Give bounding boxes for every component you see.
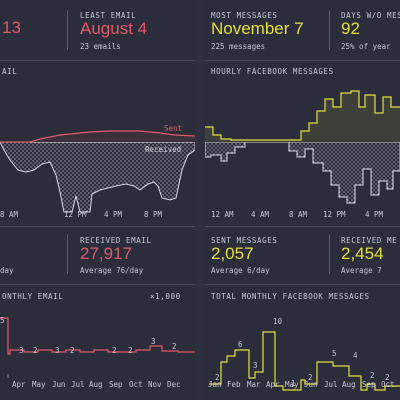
month-value: 3	[253, 361, 258, 370]
least-email-label: LEAST EMAIL	[80, 11, 137, 20]
month-tick: Oct	[129, 380, 143, 389]
month-tick: May	[285, 380, 299, 389]
monthly-email-chart: 5 3 2 3 2 2 2 3 2	[0, 316, 195, 378]
facebook-panel: MOST MESSAGES November 7 225 messages DA…	[205, 0, 400, 400]
days-without-sub: 25% of year	[341, 42, 391, 51]
hour-tick-12am: 12 AM	[211, 210, 234, 219]
month-value: 5	[0, 316, 5, 325]
month-value: 2	[215, 373, 220, 382]
section-divider	[205, 60, 400, 61]
section-divider	[0, 226, 195, 227]
month-value: 1	[291, 379, 296, 388]
section-divider	[0, 60, 195, 61]
days-without-label: DAYS W/O MESS	[341, 11, 400, 20]
stat-divider	[329, 234, 330, 274]
stat-divider	[67, 234, 68, 274]
received-messages-value: 2,454	[341, 244, 384, 263]
monthly-fb-line	[209, 331, 400, 391]
month-tick: Jul	[324, 380, 338, 389]
month-tick: Mar	[247, 380, 261, 389]
sent-email-line	[0, 130, 195, 143]
sent-legend: Sent	[164, 124, 182, 133]
hour-tick-8am: 8 AM	[289, 210, 308, 219]
monthly-facebook-label: TOTAL MONTHLY FACEBOOK MESSAGES	[211, 292, 370, 301]
month-value: 4	[353, 351, 358, 360]
hourly-facebook-label: HOURLY FACEBOOK MESSAGES	[211, 67, 334, 76]
multiplier-label: ×1,000	[150, 292, 181, 301]
month-value: 2	[385, 373, 390, 382]
month-tick: Oct	[381, 380, 395, 389]
received-email-value: 27,917	[80, 244, 132, 263]
section-divider	[205, 284, 400, 285]
month-tick: Jul	[71, 380, 85, 389]
month-tick: May	[32, 380, 46, 389]
section-divider	[205, 226, 400, 227]
hour-tick-4pm: 4 PM	[104, 210, 123, 219]
month-value: 6	[238, 340, 243, 349]
hour-tick-8pm: 8 PM	[144, 210, 163, 219]
month-tick: Feb	[227, 380, 241, 389]
received-email-label: RECEIVED EMAIL	[80, 236, 152, 245]
sent-messages-label: SENT MESSAGES	[211, 236, 278, 245]
stat-divider	[67, 10, 68, 50]
month-value: 3	[55, 346, 60, 355]
month-tick: Dec	[167, 380, 181, 389]
month-tick: Aug	[342, 380, 356, 389]
month-tick: Sep	[362, 380, 376, 389]
most-messages-label: MOST MESSAGES	[211, 11, 278, 20]
month-value: 2	[172, 342, 177, 351]
monthly-email-line	[0, 317, 195, 355]
month-tick: Nov	[148, 380, 162, 389]
hour-tick-4pm: 4 PM	[365, 210, 384, 219]
month-tick: Jun	[52, 380, 66, 389]
month-value: 2	[370, 371, 375, 380]
most-messages-sub: 225 messages	[211, 42, 266, 51]
month-tick: Aug	[89, 380, 103, 389]
least-email-sub: 23 emails	[80, 42, 121, 51]
received-messages-sub: Average 7	[341, 266, 382, 275]
month-tick: Sep	[109, 380, 123, 389]
hourly-email-label: AIL	[2, 67, 18, 76]
sent-messages-sub: Average 6/day	[211, 266, 270, 275]
month-tick: Jan	[208, 380, 222, 389]
sent-fb-area	[205, 91, 400, 142]
month-tick: Jun	[304, 380, 318, 389]
month-value: 2	[128, 346, 133, 355]
hourly-email-chart: Sent Received	[0, 124, 195, 213]
month-value: 2	[112, 346, 117, 355]
hour-tick-8am: 8 AM	[0, 210, 19, 219]
least-email-value: August 4	[80, 19, 148, 38]
sent-email-area	[0, 131, 195, 142]
sent-fb-line	[205, 90, 400, 141]
section-divider	[0, 284, 195, 285]
received-email-area	[0, 141, 195, 213]
stat-divider	[329, 10, 330, 50]
received-fb-area	[205, 141, 400, 204]
month-value: 10	[273, 317, 283, 326]
most-email-value: 13	[2, 18, 21, 37]
sent-email-sub: day	[0, 266, 14, 275]
month-value: 2	[308, 373, 313, 382]
month-value: 5	[332, 349, 337, 358]
month-value: 3	[19, 346, 24, 355]
month-value: 2	[33, 346, 38, 355]
hour-tick-12pm: 12 PM	[64, 210, 87, 219]
email-panel: 13 LEAST EMAIL August 4 23 emails AIL Se…	[0, 0, 195, 400]
received-email-sub: Average 76/day	[80, 266, 144, 275]
monthly-email-label: ONTHLY EMAIL	[2, 292, 64, 301]
days-without-value: 92	[341, 19, 360, 38]
monthly-facebook-chart: 2 6 3 10 1 2 5 4 2 2	[209, 317, 400, 391]
month-tick: Apr	[12, 380, 26, 389]
hourly-facebook-chart	[205, 90, 400, 204]
month-tick: Apr	[266, 380, 280, 389]
month-value: 3	[151, 337, 156, 346]
hour-tick-4am: 4 AM	[251, 210, 270, 219]
sent-messages-value: 2,057	[211, 244, 254, 263]
received-legend: Received	[145, 145, 181, 154]
most-messages-value: November 7	[211, 19, 304, 38]
received-messages-label: RECEIVED ME	[341, 236, 398, 245]
month-value: 2	[70, 346, 75, 355]
hour-tick-12pm: 12 PM	[323, 210, 346, 219]
